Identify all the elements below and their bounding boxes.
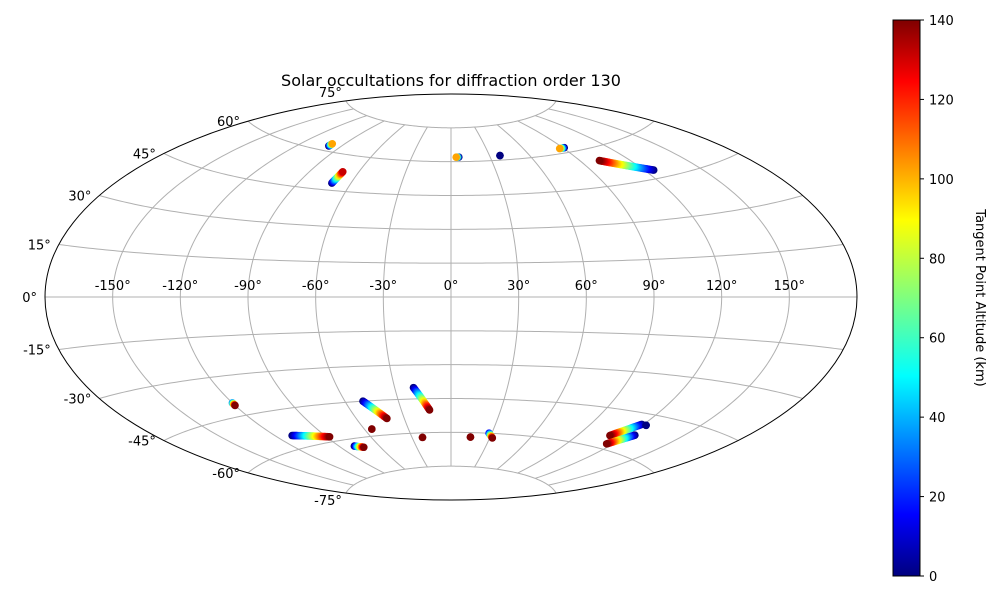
y-tick-label: 75° — [319, 86, 342, 101]
y-tick-label: -75° — [314, 494, 342, 509]
occultation-point — [606, 431, 614, 440]
occultation-point — [231, 401, 239, 410]
occultation-point — [360, 443, 368, 452]
colorbar-tick-label: 100 — [929, 173, 954, 188]
x-tick-label: 30° — [507, 279, 530, 294]
x-tick-label: -150° — [95, 279, 131, 294]
parallel-line — [345, 100, 557, 129]
occultation-point — [325, 433, 334, 441]
parallel-line — [345, 465, 557, 494]
parallel-line — [58, 330, 844, 351]
grid-lines — [45, 100, 857, 494]
parallel-line — [99, 364, 803, 399]
y-tick-label: -45° — [128, 435, 156, 450]
occultation-point — [418, 433, 427, 442]
colorbar-tick-label: 20 — [929, 491, 946, 506]
colorbar-tick-label: 40 — [929, 411, 946, 426]
occultation-point — [452, 153, 460, 161]
y-tick-labels: -75° -60° -45° -30° -15° 0° 15° 30° 45° 60° 75° — [22, 86, 342, 509]
x-tick-label: 60° — [575, 279, 598, 294]
x-tick-label: -90° — [234, 279, 262, 294]
y-tick-label: 60° — [217, 115, 240, 130]
x-tick-label: 150° — [774, 279, 805, 294]
colorbar-tick-label: 80 — [929, 252, 946, 267]
occultation-point — [602, 440, 611, 448]
x-tick-label: -120° — [162, 279, 198, 294]
x-tick-label: 0° — [444, 279, 459, 294]
occultation-point — [466, 433, 475, 441]
occultation-point — [595, 156, 604, 165]
colorbar-label: Tangent Point Altitude (km) — [972, 208, 987, 386]
projection-boundary — [44, 93, 858, 501]
x-tick-label: -60° — [302, 279, 330, 294]
y-tick-label: 30° — [68, 190, 91, 205]
colorbar-tick-label: 120 — [929, 93, 954, 108]
occultation-point — [425, 406, 434, 414]
occultation-point — [496, 151, 504, 160]
y-tick-label: -30° — [64, 393, 92, 408]
colorbar-tick-label: 140 — [929, 14, 954, 29]
occultation-point — [555, 144, 564, 153]
x-tick-label: -30° — [369, 279, 397, 294]
parallel-line — [163, 153, 739, 196]
y-tick-label: -60° — [212, 467, 240, 482]
occultation-point — [488, 434, 497, 442]
y-tick-label: 15° — [28, 239, 51, 254]
colorbar-tick-label: 0 — [929, 570, 937, 585]
colorbar-ticks: 0 20 40 60 80 100 120 140 — [920, 14, 954, 585]
map-outline — [44, 93, 858, 501]
parallel-line — [247, 120, 655, 163]
parallel-line — [247, 431, 655, 474]
occultation-point — [383, 414, 391, 423]
colorbar — [892, 19, 921, 577]
data-points — [228, 139, 658, 452]
x-tick-labels: -150° -120° -90° -60° -30° 0° 30° 60° 90° 120° 150… — [95, 279, 805, 294]
x-tick-label: 120° — [706, 279, 737, 294]
occultation-point — [338, 168, 347, 176]
chart-title: Solar occultations for diffraction order… — [281, 71, 621, 90]
colorbar-tick-label: 60 — [929, 332, 946, 347]
occultation-point — [642, 421, 650, 430]
x-tick-label: 90° — [642, 279, 665, 294]
occultation-point — [328, 139, 337, 148]
occultation-point — [368, 425, 376, 433]
parallel-line — [58, 243, 844, 264]
parallel-line — [99, 195, 803, 230]
y-tick-label: 45° — [133, 148, 156, 163]
parallel-line — [163, 398, 739, 441]
y-tick-label: 0° — [22, 291, 37, 306]
y-tick-label: -15° — [23, 344, 51, 359]
